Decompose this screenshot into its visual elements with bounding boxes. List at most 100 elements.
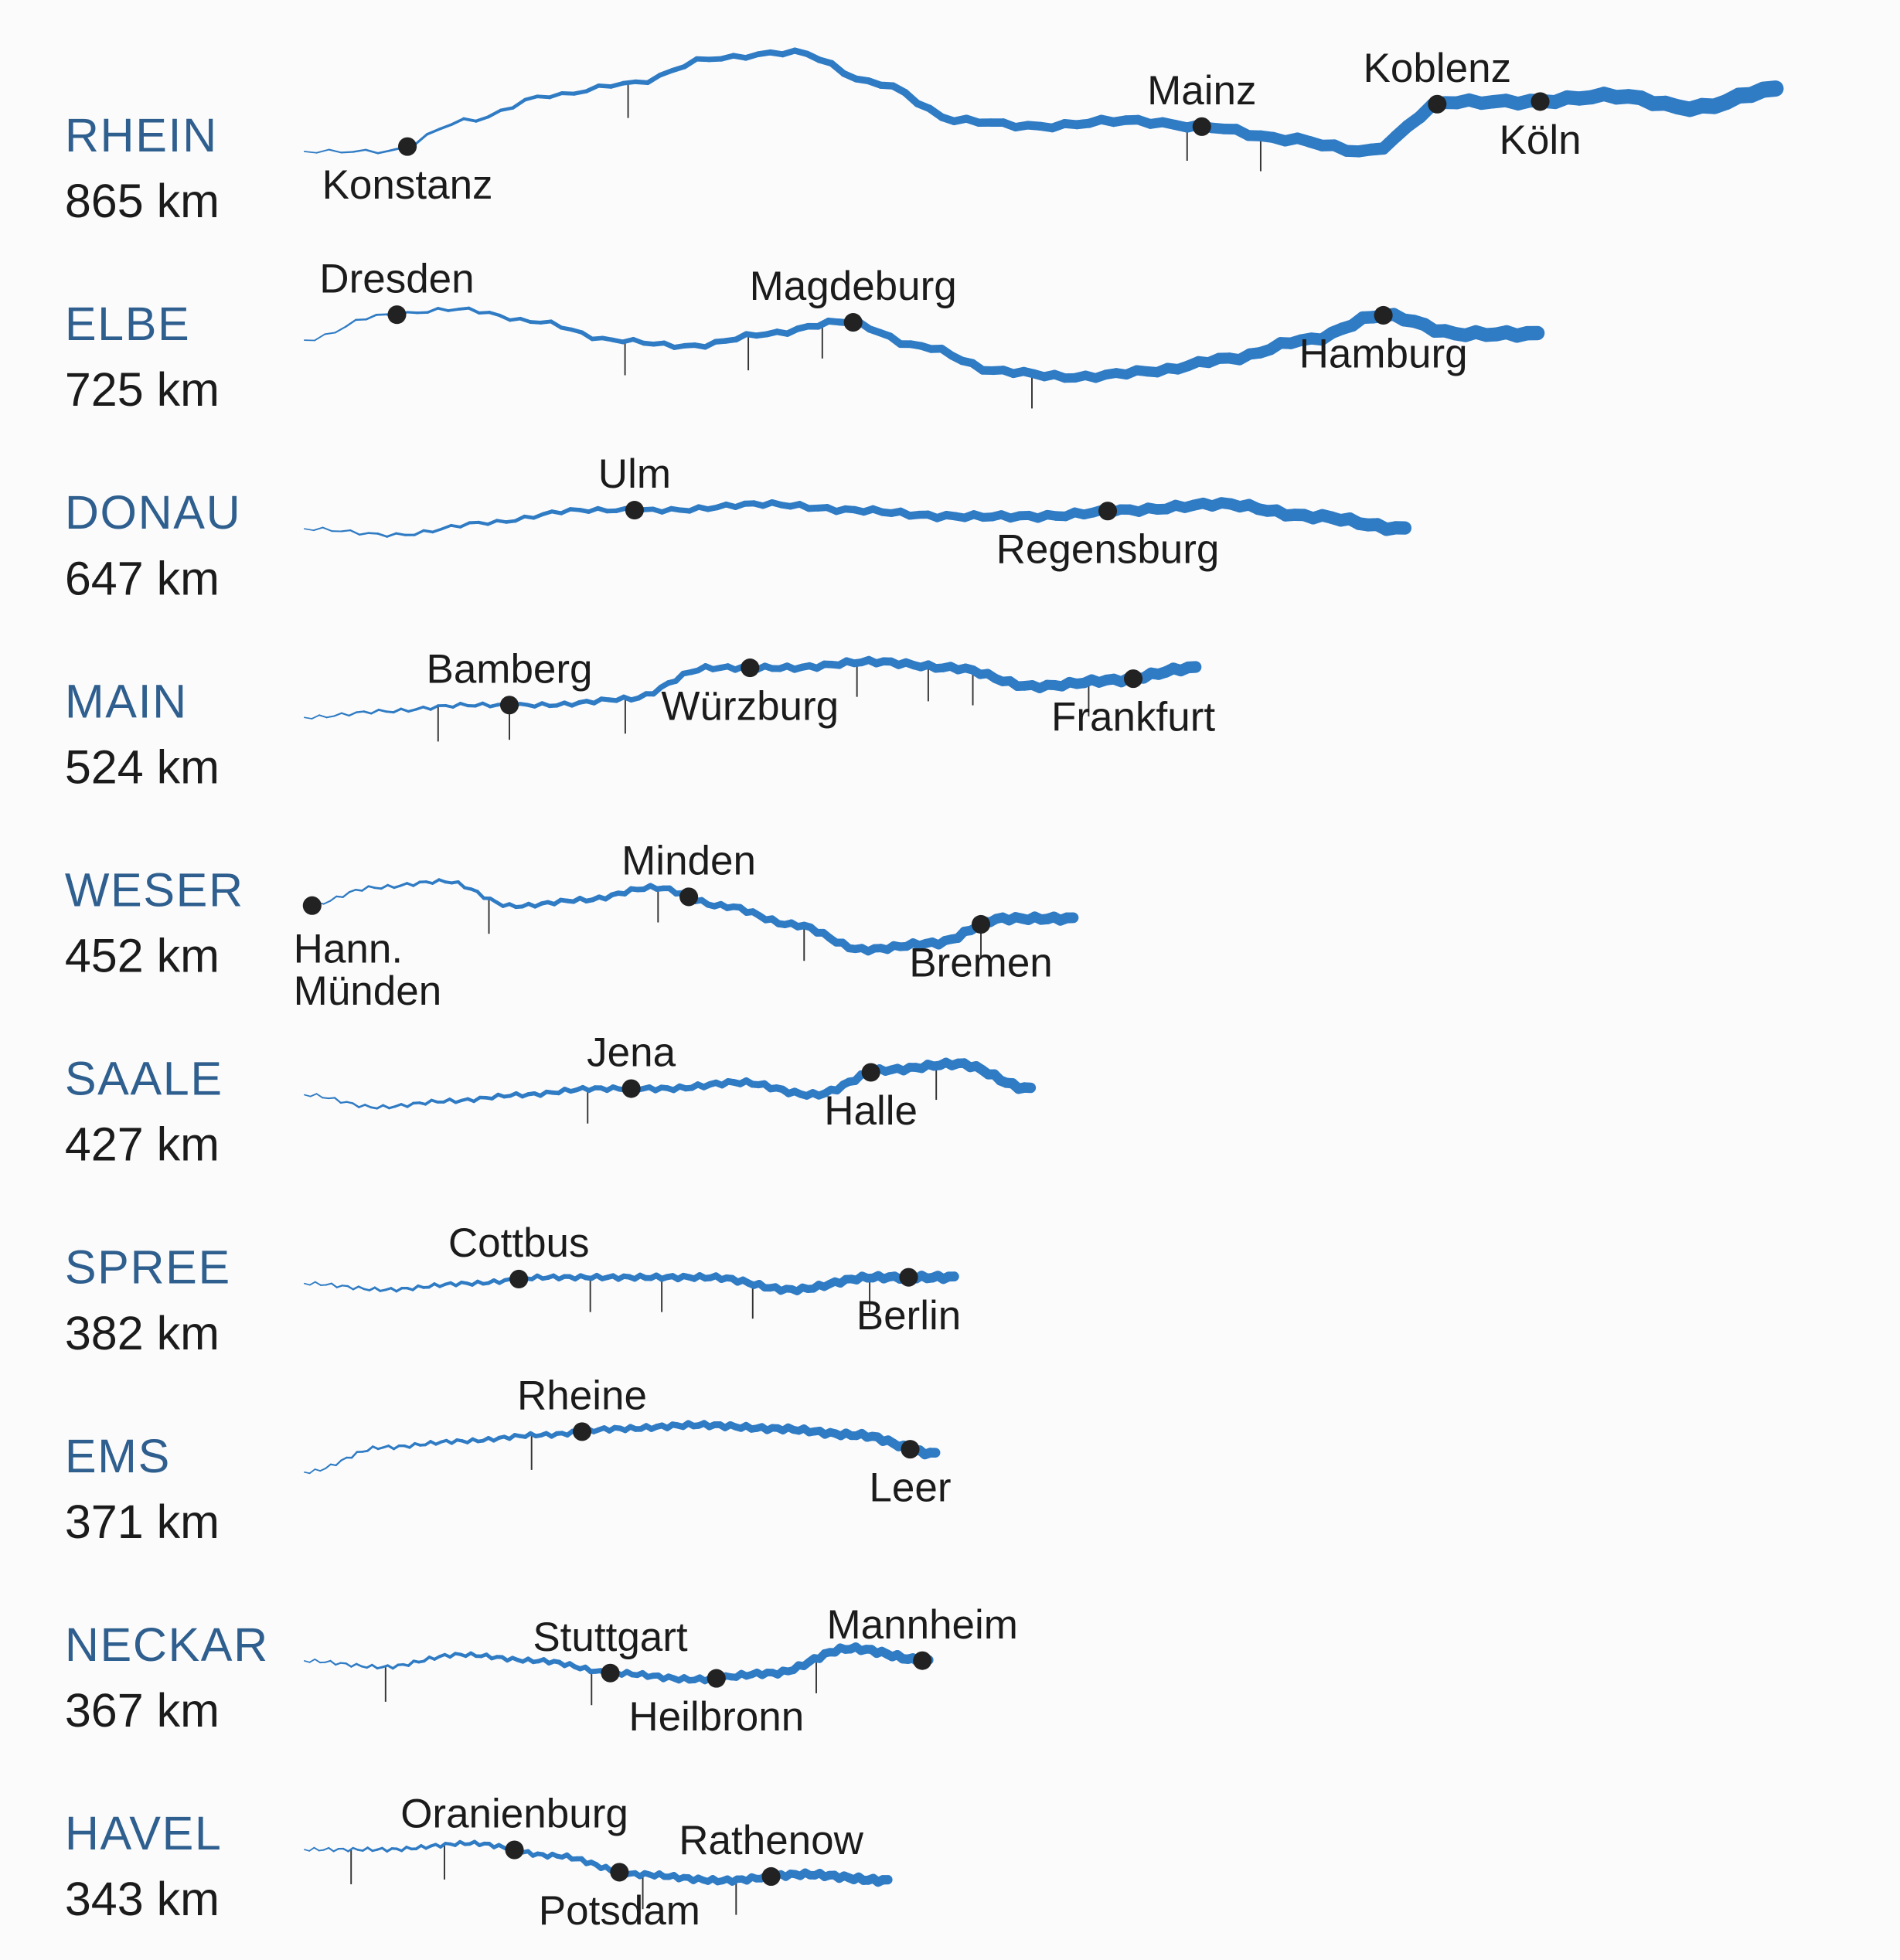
river-course <box>523 94 540 102</box>
river-course <box>376 533 388 538</box>
city-dot <box>1098 502 1118 521</box>
city-label: Ulm <box>598 451 671 497</box>
city-label: Koblenz <box>1364 46 1512 91</box>
river-course <box>328 1846 335 1853</box>
river-course <box>431 527 444 534</box>
river-name: SAALE <box>65 1053 223 1105</box>
city-dot <box>509 1269 529 1289</box>
river-name: SPREE <box>65 1241 231 1294</box>
river-course <box>335 1285 343 1288</box>
river-havel: HAVEL 343 km Oranienburg Potsdam Rathenow <box>65 1792 893 1934</box>
city-label: Bremen <box>909 940 1053 985</box>
city-label: Mainz <box>1147 68 1256 114</box>
city-dot <box>843 313 863 332</box>
river-course <box>308 1658 316 1663</box>
river-course <box>332 1848 339 1853</box>
city-dot <box>861 1063 880 1082</box>
city-dot <box>302 896 322 915</box>
city-dot <box>1124 669 1143 689</box>
river-course <box>584 83 601 94</box>
river-course <box>511 97 527 110</box>
river-course <box>308 1281 316 1286</box>
river-course <box>440 523 453 531</box>
river-course <box>413 133 429 146</box>
river-course <box>377 708 387 713</box>
river-name: EMS <box>65 1430 171 1482</box>
river-course <box>328 148 342 154</box>
city-label: Berlin <box>856 1293 962 1339</box>
river-course <box>413 529 425 536</box>
river-course <box>487 311 502 318</box>
river-length: 343 km <box>65 1873 220 1925</box>
river-course <box>350 1451 359 1459</box>
river-neckar: NECKAR 367 km Stuttgart Heilbronn Mannheim <box>65 1602 1018 1740</box>
city-label: Hann. Münden <box>294 927 442 1015</box>
river-course <box>334 325 347 334</box>
river-course <box>303 1282 311 1286</box>
river-course <box>303 716 313 720</box>
river-course <box>303 528 315 532</box>
city-label: Köln <box>1499 117 1581 163</box>
river-course <box>308 1468 316 1475</box>
river-donau: DONAU 647 km Ulm Regensburg <box>65 451 1412 604</box>
river-course <box>312 526 324 532</box>
river-course <box>358 532 370 536</box>
river-course <box>349 529 361 536</box>
river-course <box>322 1846 330 1851</box>
river-course <box>318 714 328 719</box>
river-course <box>376 149 392 155</box>
city-label: Würzburg <box>661 684 839 730</box>
city-label: Rheine <box>517 1373 647 1418</box>
city-label: Jena <box>587 1030 676 1076</box>
river-course <box>303 151 318 154</box>
river-course <box>311 714 320 720</box>
river-saale: SAALE 427 km Jena Halle <box>65 1030 1037 1171</box>
river-course <box>328 1097 336 1100</box>
river-length: 725 km <box>65 363 220 416</box>
river-name: WESER <box>65 863 244 916</box>
river-course <box>335 1459 342 1467</box>
river-name: DONAU <box>65 486 241 539</box>
river-course <box>333 712 342 717</box>
river-course <box>319 1468 327 1472</box>
river-course <box>450 117 465 126</box>
river-course <box>322 900 332 905</box>
river-course <box>314 333 326 342</box>
river-course <box>436 307 450 312</box>
city-label: Mannheim <box>827 1602 1018 1648</box>
city-label: Hamburg <box>1299 331 1468 376</box>
city-dot <box>707 1669 726 1688</box>
river-course <box>325 1282 332 1286</box>
river-course <box>352 148 367 153</box>
city-label: Konstanz <box>322 162 493 208</box>
river-course <box>467 306 481 315</box>
river-course <box>346 1101 354 1104</box>
river-course <box>425 128 441 136</box>
city-dot <box>572 1422 592 1441</box>
river-course <box>474 115 490 123</box>
city-dot <box>1192 117 1211 136</box>
city-dot <box>387 305 407 325</box>
city-dot <box>398 137 417 156</box>
river-course <box>355 710 365 713</box>
river-course <box>303 1849 310 1852</box>
city-label: Frankfurt <box>1051 695 1215 740</box>
river-course <box>363 710 373 715</box>
river-course <box>449 523 462 529</box>
river-course <box>369 709 380 715</box>
city-dot <box>601 1663 620 1683</box>
river-course <box>322 1097 330 1100</box>
river-course <box>315 1093 324 1099</box>
river-ems: EMS 371 km Rheine Leer <box>65 1373 952 1547</box>
river-rhein: RHEIN 865 km Konstanz Mainz Koblenz Köln <box>65 46 1784 227</box>
river-course <box>367 532 380 535</box>
river-course <box>309 1093 318 1097</box>
city-dot <box>901 1440 920 1459</box>
river-length: 371 km <box>65 1496 220 1548</box>
river-course <box>367 885 376 890</box>
river-course <box>416 311 430 315</box>
river-course <box>344 318 357 328</box>
river-length: 865 km <box>65 175 220 227</box>
river-course <box>308 1846 315 1852</box>
river-course <box>458 521 472 529</box>
